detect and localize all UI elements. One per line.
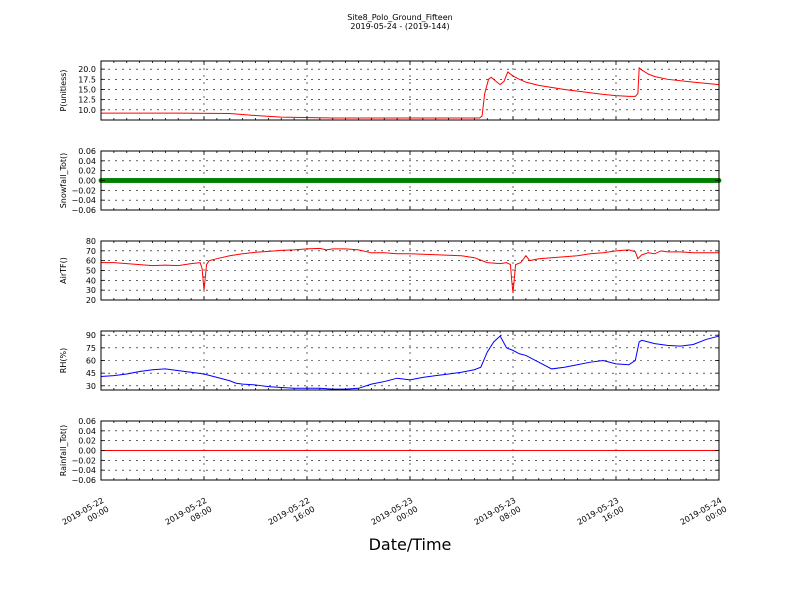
y-tick-label: 0.04 [78,157,96,166]
y-tick-label: 0.04 [78,427,96,436]
y-axis-label: P(unitless) [59,69,68,111]
y-tick-label: −0.06 [71,206,96,215]
y-tick-label: −0.02 [71,456,96,465]
y-tick-label: 0.00 [78,177,96,186]
panel-1: −0.06−0.04−0.020.000.020.040.06 Snowfall_… [59,147,722,215]
panel-3: 30 45 60 75 90 RH(%) [59,330,720,391]
y-axis-label: Rainfall_Tot() [59,425,68,477]
y-tick-label: 0.02 [78,167,96,176]
y-tick-label: 60 [86,257,96,266]
y-tick-label: 20 [86,296,96,305]
y-tick-label: 45 [86,369,96,378]
panel-0: 10.012.5 15.017.520.0 P(unitless) [59,60,720,121]
y-tick-label: 80 [86,237,96,246]
y-tick-label: 75 [86,344,96,353]
series-line [101,66,720,119]
y-axis-label: RH(%) [59,348,68,373]
y-tick-label: 50 [86,267,96,276]
y-tick-label: −0.02 [71,186,96,195]
y-axis-label: Snowfall_Tot() [59,153,68,209]
y-tick-label: 0.02 [78,437,96,446]
y-tick-label: 30 [86,382,96,391]
y-tick-label: 20.0 [78,65,96,74]
y-tick-label: 90 [86,331,96,340]
y-tick-label: 10.0 [78,106,96,115]
y-tick-label: −0.04 [71,466,96,475]
y-tick-label: 60 [86,357,96,366]
series-line [101,247,719,294]
y-tick-label: 12.5 [78,96,96,105]
y-axis-label: AirTF() [59,257,68,284]
y-tick-label: 70 [86,247,96,256]
y-tick-label: 30 [86,286,96,295]
y-tick-label: 15.0 [78,85,96,94]
series-line [100,335,720,390]
x-axis-label: Date/Time [369,535,452,554]
y-tick-label: 0.06 [78,417,96,426]
figure-title: Site8_Polo_Ground_Fifteen [347,13,452,22]
y-tick-label: 40 [86,276,96,285]
y-tick-label: 0.06 [78,147,96,156]
panel-4: −0.06−0.04−0.020.000.020.040.06 Rainfall_… [59,417,720,485]
y-tick-label: 17.5 [78,75,96,84]
y-tick-label: −0.04 [71,196,96,205]
y-tick-label: −0.06 [71,476,96,485]
figure-subtitle: 2019-05-24 - (2019-144) [350,22,449,31]
y-tick-label: 0.00 [78,447,96,456]
